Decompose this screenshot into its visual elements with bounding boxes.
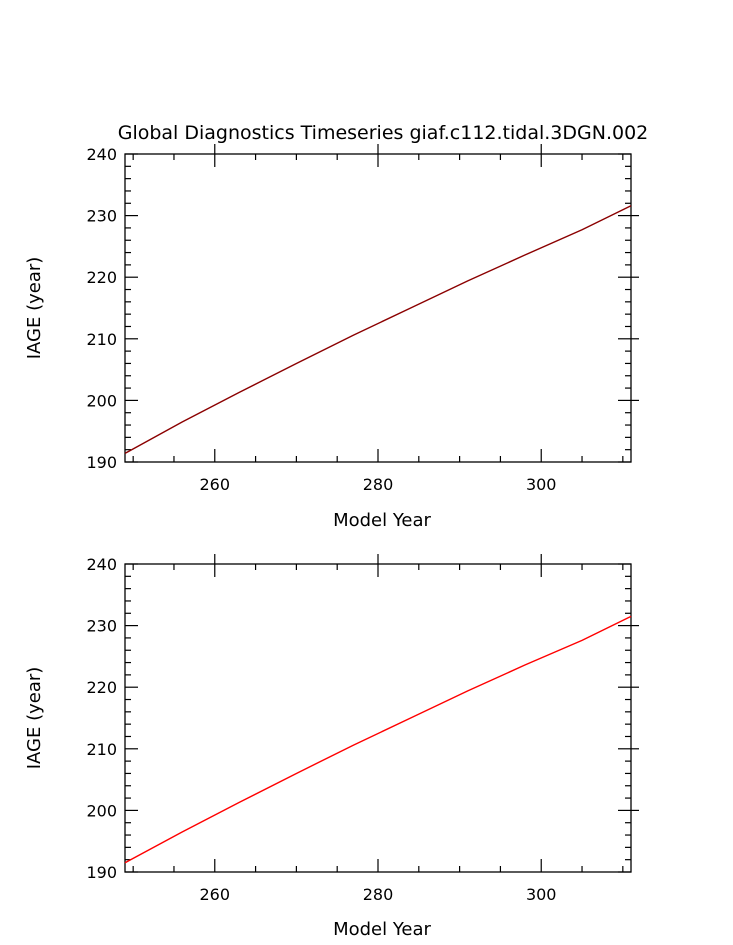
- y-tick-label: 220: [86, 268, 117, 287]
- x-tick-label: 300: [526, 475, 557, 494]
- y-tick-label: 190: [86, 863, 117, 882]
- y-tick-label: 210: [86, 330, 117, 349]
- x-tick-label: 260: [200, 885, 231, 904]
- panel-top: 260 280 300 190 200 210 220 230 240 Model Year IAG…: [24, 144, 639, 531]
- series-line: [124, 615, 632, 864]
- chart-title: Global Diagnostics Timeseries giaf.c112.…: [118, 122, 649, 144]
- y-tick-label: 200: [86, 391, 117, 410]
- x-tick-label: 260: [200, 475, 231, 494]
- x-tick-label: 280: [363, 475, 394, 494]
- panel-bottom: 260 280 300 190 200 210 220 230 240 Model Year IAG…: [24, 554, 639, 940]
- y-axis-label: IAGE (year): [24, 667, 45, 770]
- y-tick-label: 190: [86, 453, 117, 472]
- y-tick-label: 230: [86, 207, 117, 226]
- y-tick-label: 200: [86, 801, 117, 820]
- y-tick-label: 210: [86, 740, 117, 759]
- y-tick-label: 240: [86, 555, 117, 574]
- plot-frame: [124, 563, 632, 873]
- x-tick-label: 300: [526, 885, 557, 904]
- y-tick-label: 220: [86, 678, 117, 697]
- x-axis-label: Model Year: [333, 919, 431, 940]
- x-axis-label: Model Year: [333, 510, 431, 531]
- y-axis-label: IAGE (year): [24, 257, 45, 360]
- series-line: [124, 205, 632, 454]
- x-tick-label: 280: [363, 885, 394, 904]
- y-tick-label: 240: [86, 145, 117, 164]
- y-tick-label: 230: [86, 617, 117, 636]
- plot-frame: [124, 153, 632, 463]
